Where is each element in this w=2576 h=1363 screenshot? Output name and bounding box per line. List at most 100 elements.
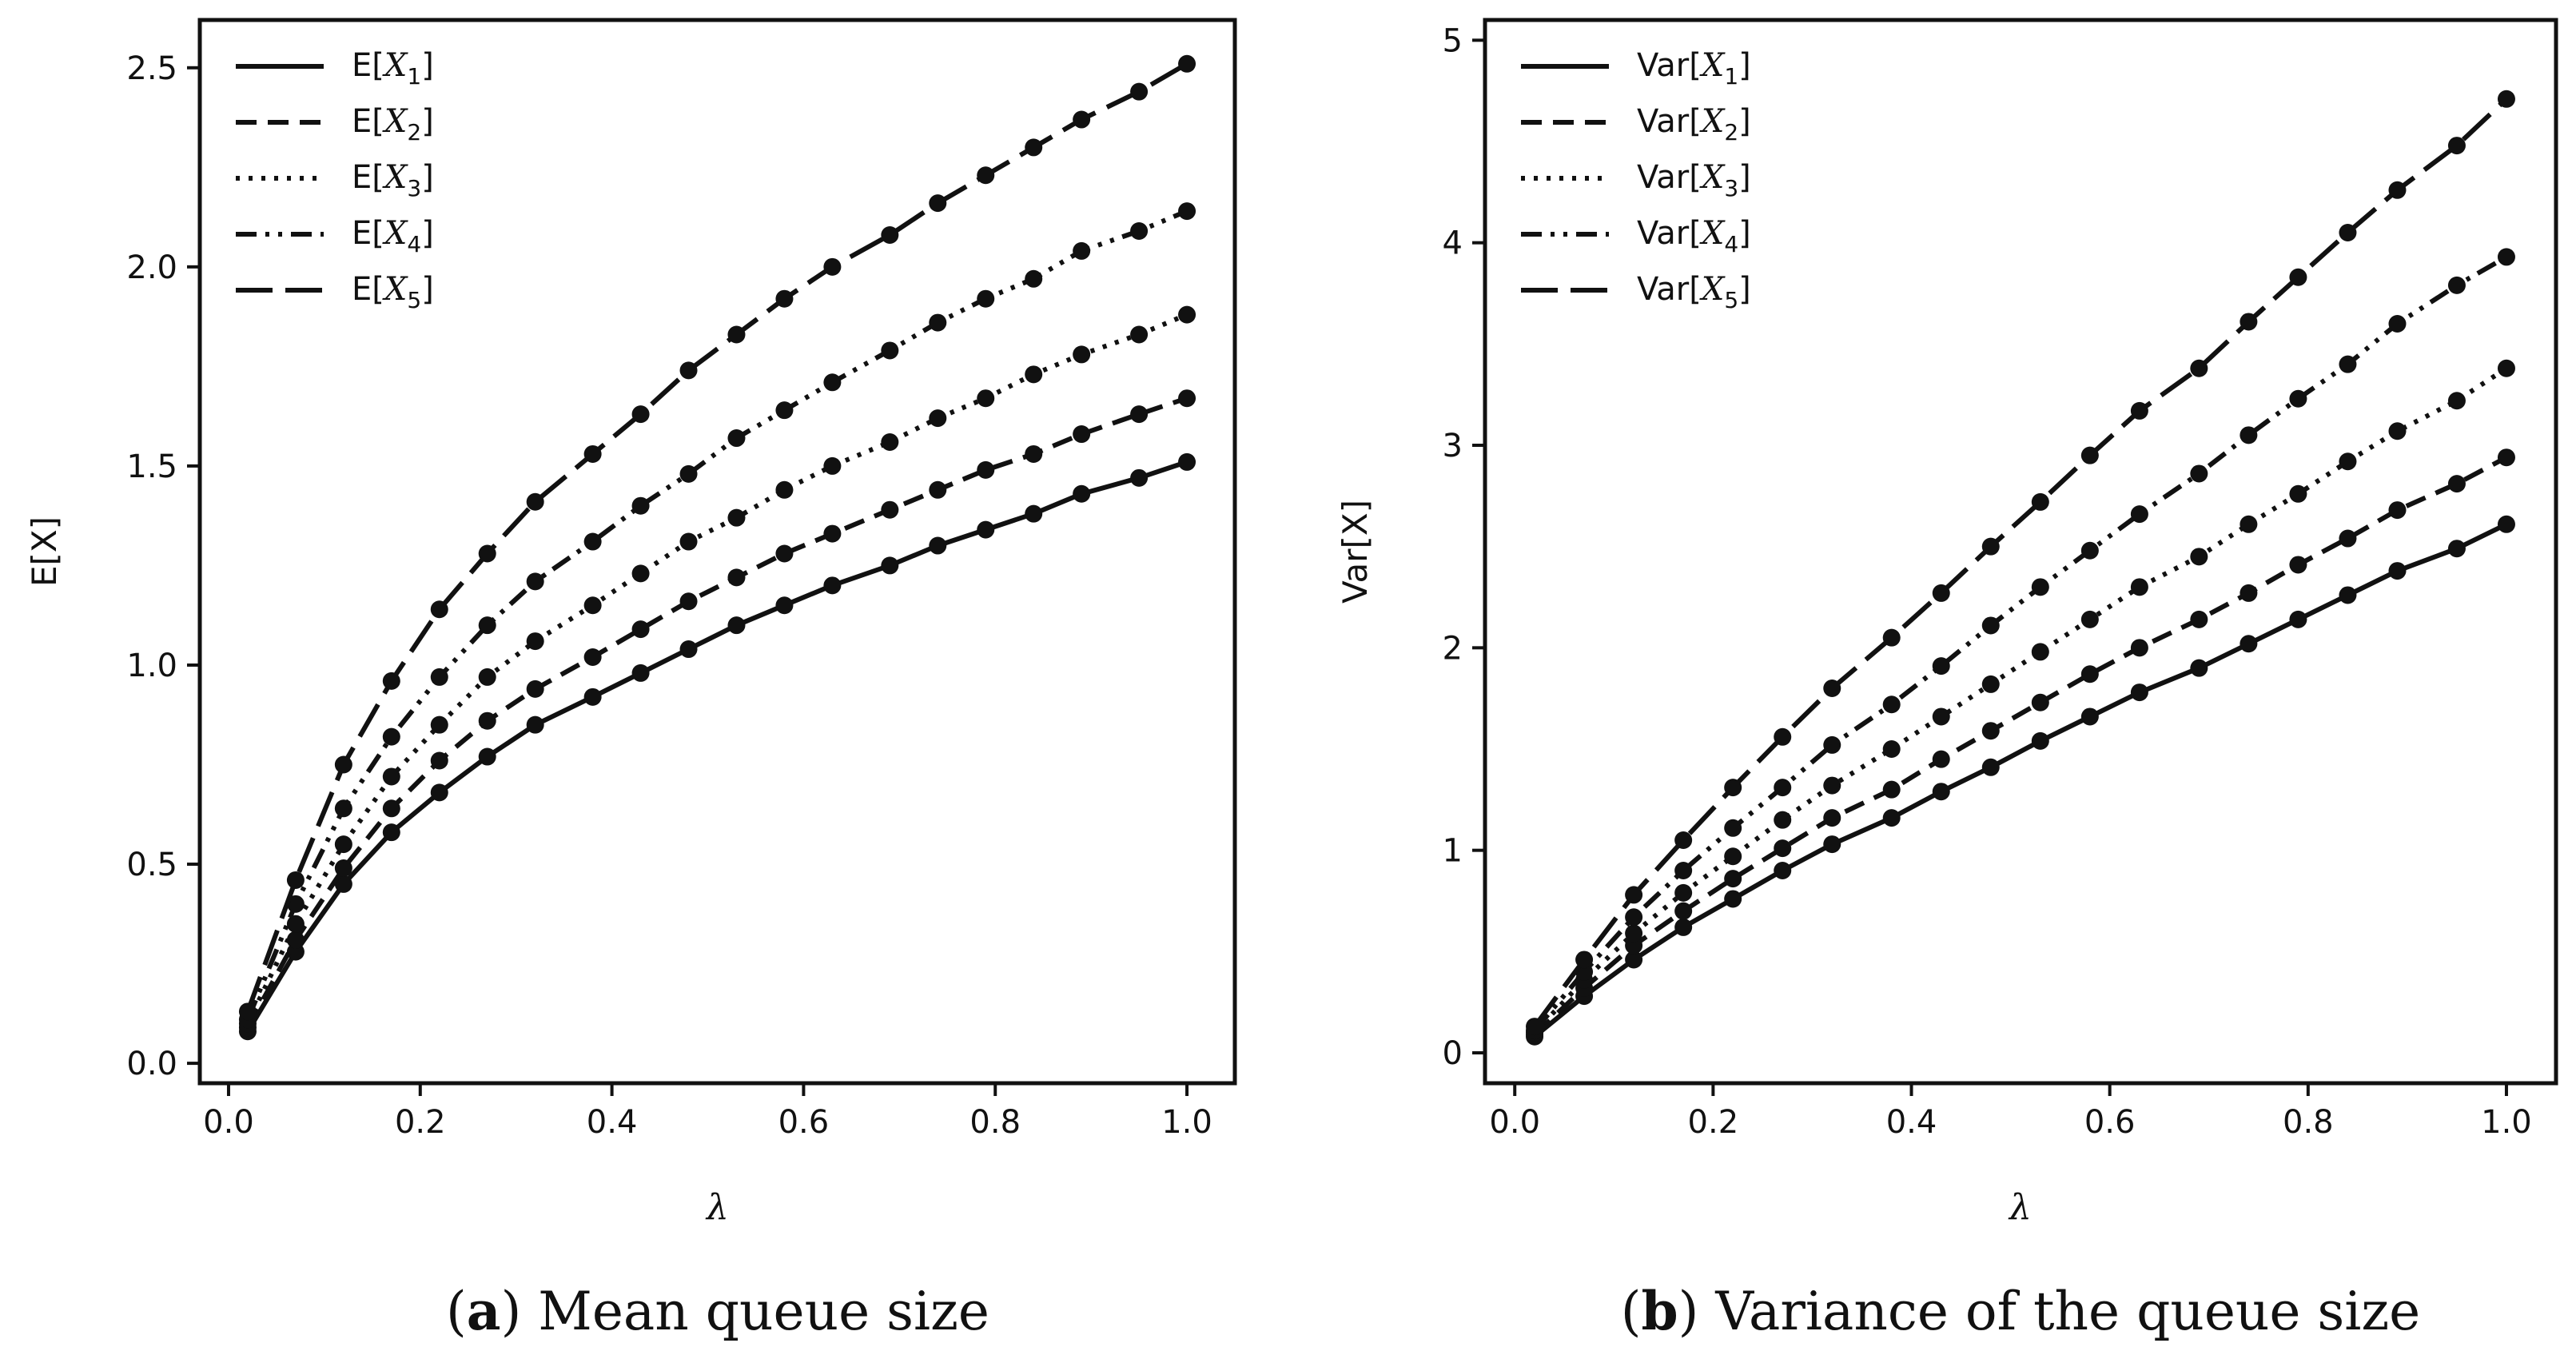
x-tick-label: 1.0 [1161, 1104, 1212, 1141]
y-axis-ticks: 0.0 0.5 1.0 1.5 2.0 2.5 [126, 50, 200, 1082]
y-tick-label: 0.5 [126, 847, 177, 883]
data-point [382, 672, 400, 690]
data-point [2339, 529, 2357, 548]
data-point [929, 536, 947, 555]
data-point [631, 664, 650, 682]
data-point [2130, 683, 2148, 702]
data-point [583, 444, 602, 463]
data-point [1823, 776, 1841, 795]
data-point [478, 616, 496, 635]
data-point [881, 556, 899, 575]
legend: Var[X1] Var[X2] Var[X3] Var[X4] Var[X5] [1521, 47, 1751, 313]
data-point [583, 596, 602, 615]
data-point [430, 715, 448, 734]
data-point [2339, 452, 2357, 471]
data-point [1025, 269, 1043, 288]
data-point [2031, 492, 2049, 511]
data-point [2031, 643, 2049, 661]
data-point [2388, 422, 2407, 440]
data-point [1882, 695, 1901, 714]
legend-label: E[X2] [352, 103, 434, 145]
data-point [526, 680, 544, 698]
caption-title: Variance of the queue size [1714, 1281, 2420, 1342]
caption-title: Mean queue size [538, 1281, 989, 1342]
data-point [2130, 578, 2148, 596]
data-point [1724, 870, 1742, 888]
data-point [1724, 847, 1742, 866]
data-point [1932, 783, 1950, 801]
x-tick-label: 0.0 [203, 1104, 254, 1141]
data-point [1674, 831, 1693, 849]
data-point [1932, 657, 1950, 676]
series-layer [1526, 90, 2515, 1046]
x-tick-label: 0.6 [778, 1104, 830, 1141]
data-point [526, 492, 544, 511]
data-point [1178, 54, 1196, 73]
data-point [1178, 452, 1196, 471]
caption-a: (a) Mean queue size [446, 1280, 989, 1342]
data-point [1073, 345, 1091, 364]
legend-label: E[X4] [352, 215, 434, 257]
data-point [1932, 750, 1950, 768]
panel-variance-queue-size: 0.0 0.2 0.4 0.6 0.8 1.0 0 1 2 3 4 5 Var[X1] Var[X2]… [1336, 18, 2558, 1342]
data-point [881, 433, 899, 452]
data-point [679, 592, 698, 611]
data-point [2339, 586, 2357, 604]
data-point [1130, 405, 1149, 424]
data-point [2447, 475, 2466, 493]
data-point [1774, 779, 1792, 797]
data-point [727, 568, 746, 587]
data-point [1178, 305, 1196, 324]
data-point [1823, 680, 1841, 697]
data-point [1674, 902, 1693, 920]
data-point [2447, 392, 2466, 410]
data-point [2289, 556, 2307, 574]
data-point [2447, 276, 2466, 294]
data-point [526, 632, 544, 651]
data-point [238, 1002, 257, 1021]
data-point [1073, 241, 1091, 260]
data-point [2289, 610, 2307, 628]
data-point [334, 835, 352, 854]
x-axis-label: λ [705, 1187, 729, 1228]
data-point [1674, 862, 1693, 879]
data-point [1575, 951, 1594, 969]
data-point [382, 823, 400, 842]
data-point [382, 767, 400, 786]
data-point [2080, 610, 2099, 628]
data-point [929, 313, 947, 332]
data-point [1882, 809, 1901, 827]
legend-label: Var[X2] [1637, 103, 1751, 145]
series-line-1 [245, 460, 1188, 1033]
data-point [631, 620, 650, 639]
data-point [1774, 727, 1792, 746]
data-point [631, 405, 650, 424]
data-point [1073, 484, 1091, 503]
data-point [2447, 540, 2466, 558]
data-point [478, 747, 496, 766]
x-tick-label: 0.0 [1489, 1104, 1540, 1141]
data-point [929, 409, 947, 428]
data-point [286, 915, 305, 933]
series-line-4 [1532, 254, 2508, 1033]
data-point [2080, 707, 2099, 726]
data-point [1882, 628, 1901, 647]
y-axis-ticks: 0 1 2 3 4 5 [1443, 22, 1485, 1072]
data-point [1625, 951, 1643, 969]
legend: E[X1] E[X2] E[X3] E[X4] E[X5] [236, 47, 434, 313]
data-point [1625, 936, 1643, 954]
data-point [2447, 137, 2466, 155]
data-point [286, 895, 305, 913]
y-tick-label: 0.0 [126, 1046, 177, 1082]
data-point [977, 289, 995, 308]
legend-label: Var[X3] [1637, 159, 1751, 201]
data-point [977, 460, 995, 479]
data-point [881, 341, 899, 360]
data-point [1823, 809, 1841, 827]
data-point [478, 544, 496, 563]
caption-b: (b) Variance of the queue size [1621, 1280, 2421, 1342]
data-point [1724, 779, 1742, 797]
y-tick-label: 1.0 [126, 648, 177, 684]
data-point [583, 687, 602, 706]
